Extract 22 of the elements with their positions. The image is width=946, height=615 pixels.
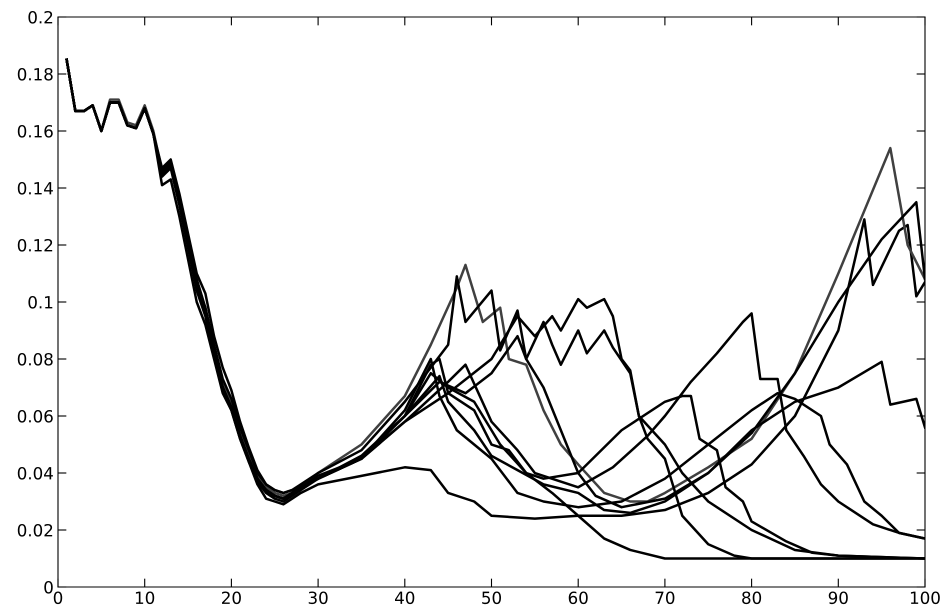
y-tick-label: 0.18	[18, 68, 53, 81]
y-tick-label: 0.14	[18, 182, 53, 195]
y-tick-label: 0.12	[18, 238, 52, 252]
x-tick-label: 80	[742, 591, 762, 604]
x-tick-label: 90	[828, 591, 848, 604]
y-tick-label: 0.2	[28, 10, 52, 24]
x-tick-label: 50	[482, 591, 501, 604]
y-tick-label: 0.08	[18, 352, 53, 366]
x-tick-label: 10	[136, 591, 154, 604]
y-tick-label: 0	[44, 580, 53, 594]
x-tick-label: 60	[568, 591, 588, 604]
x-tick-label: 0	[54, 591, 62, 604]
x-tick-label: 40	[395, 591, 414, 604]
y-tick-label: 0.06	[18, 410, 53, 423]
y-tick-label: 0.02	[18, 524, 52, 537]
y-tick-label: 0.16	[18, 124, 53, 138]
y-tick-label: 0.04	[18, 466, 53, 480]
y-tick-label: 0.1	[28, 296, 52, 309]
x-tick-label: 30	[308, 591, 328, 604]
x-tick-label: 100	[910, 591, 940, 604]
x-tick-label: 20	[222, 591, 241, 604]
x-tick-label: 70	[656, 591, 674, 604]
